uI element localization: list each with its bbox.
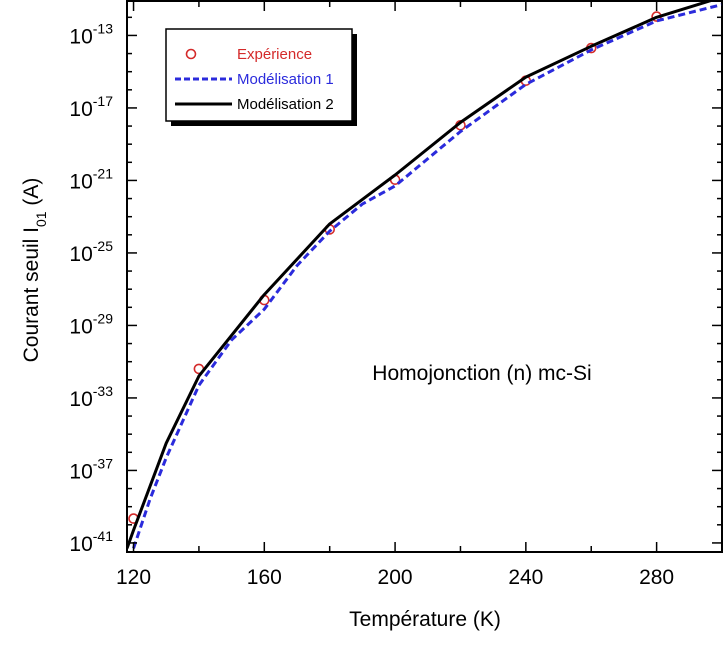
y-axis-title: Courant seuil I01 (A) xyxy=(20,178,49,363)
y-axis-title-subscript: 01 xyxy=(33,211,49,227)
series-line-modelisation-2 xyxy=(127,1,715,549)
y-tick-label: 10-17 xyxy=(69,93,113,121)
x-tick-label: 280 xyxy=(639,566,674,589)
x-tick-label: 240 xyxy=(508,566,543,589)
x-tick-label: 160 xyxy=(247,566,282,589)
y-tick-label: 10-21 xyxy=(69,165,113,193)
y-axis-title-main: Courant seuil I xyxy=(20,227,43,362)
x-axis-title: Température (K) xyxy=(349,608,501,631)
series-line-modelisation-1 xyxy=(132,3,722,549)
legend-label-experience: Expérience xyxy=(237,46,312,63)
legend-marker-experience xyxy=(185,48,197,60)
axes-layer: 120 160 200 240 280 10-13 10-17 10-21 10-25 10-29… xyxy=(69,1,723,589)
y-tick-label: 10-33 xyxy=(69,383,113,411)
annotation-text: Homojonction (n) mc-Si xyxy=(372,362,591,385)
legend: Expérience Modélisation 1 Modélisation 2 xyxy=(165,28,357,126)
legend-box xyxy=(165,28,353,122)
marks-layer xyxy=(127,1,722,549)
legend-label-modelisation-1: Modélisation 1 xyxy=(237,71,334,88)
x-tick-label: 120 xyxy=(116,566,151,589)
y-axis-title-unit: (A) xyxy=(20,178,43,212)
x-tick-label: 200 xyxy=(378,566,413,589)
y-tick-label: 10-25 xyxy=(69,238,113,266)
y-tick-label: 10-37 xyxy=(69,455,113,483)
plot-frame xyxy=(126,0,723,553)
y-tick-label: 10-41 xyxy=(69,528,113,556)
legend-label-modelisation-2: Modélisation 2 xyxy=(237,96,334,113)
y-tick-label: 10-29 xyxy=(69,310,113,338)
y-tick-label: 10-13 xyxy=(69,20,113,48)
